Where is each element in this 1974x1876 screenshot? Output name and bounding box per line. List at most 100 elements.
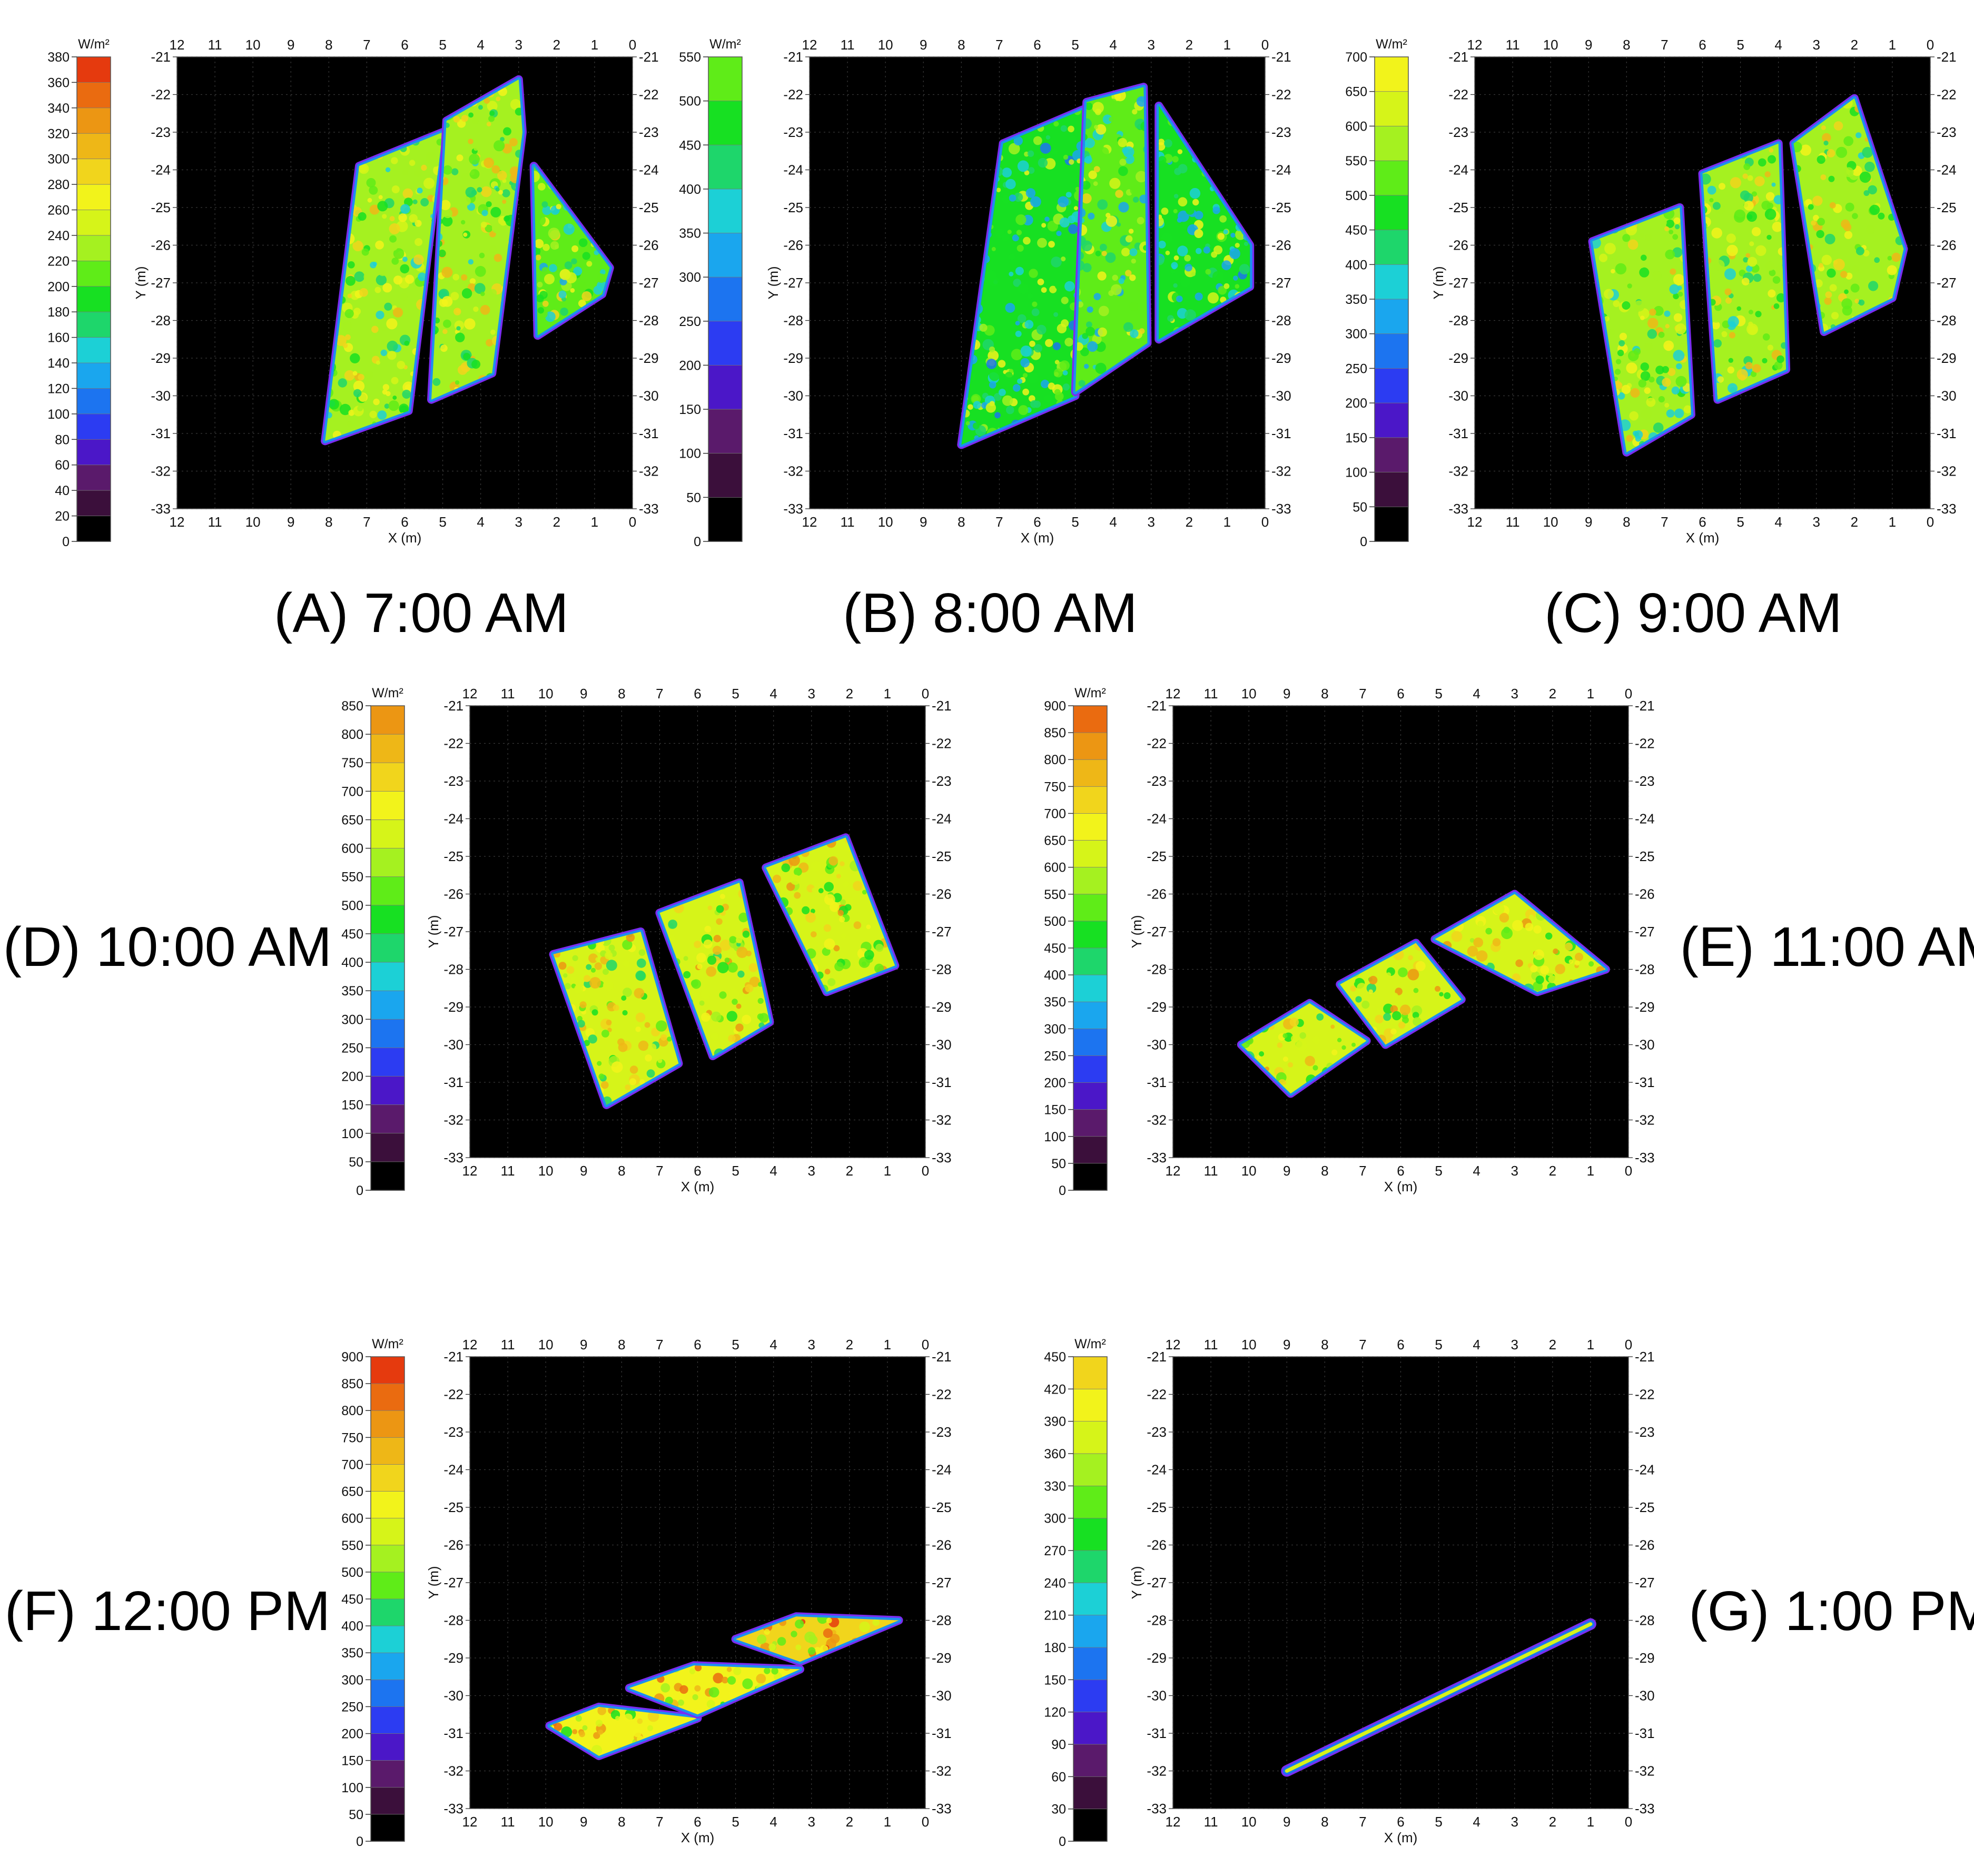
texture-spot — [1028, 167, 1035, 174]
texture-spot — [1069, 159, 1074, 165]
y-tick-label-left: -27 — [443, 924, 463, 940]
texture-spot — [1390, 1028, 1397, 1035]
texture-spot — [1085, 102, 1093, 110]
texture-spot — [560, 308, 568, 316]
x-tick-label-bottom: 8 — [1321, 1163, 1328, 1179]
texture-spot — [1106, 213, 1111, 218]
y-tick-label-left: -24 — [1147, 811, 1167, 827]
texture-spot — [1184, 254, 1191, 262]
texture-spot — [1177, 245, 1188, 256]
panel-C: W/m²700650600550500450400350300250200150… — [1345, 37, 1956, 644]
colorbar-tick-label: 650 — [1044, 834, 1066, 848]
y-tick-label-right: -21 — [1937, 49, 1957, 65]
colorbar-segment — [708, 56, 743, 102]
x-tick-label-top: 9 — [1283, 1337, 1290, 1352]
y-tick-label-left: -21 — [783, 49, 803, 65]
texture-spot — [423, 177, 435, 189]
texture-spot — [622, 1010, 628, 1016]
colorbar-tick-label: 550 — [1345, 154, 1367, 169]
texture-spot — [637, 1718, 643, 1724]
texture-spot — [1435, 986, 1440, 992]
texture-spot — [1862, 146, 1873, 158]
texture-spot — [1676, 363, 1682, 370]
y-tick-label-right: -22 — [1271, 87, 1291, 103]
texture-spot — [823, 1628, 833, 1638]
texture-spot — [1499, 913, 1509, 923]
texture-spot — [1728, 316, 1739, 328]
x-tick-label-bottom: 4 — [1473, 1814, 1480, 1830]
texture-spot — [1408, 955, 1414, 961]
texture-spot — [712, 945, 722, 955]
x-tick-label-bottom: 4 — [769, 1163, 777, 1179]
texture-spot — [500, 137, 505, 142]
texture-spot — [1766, 202, 1773, 209]
texture-spot — [549, 264, 557, 272]
x-tick-label-bottom: 3 — [1148, 514, 1155, 530]
colorbar-segment — [708, 453, 743, 498]
texture-spot — [1115, 190, 1123, 198]
colorbar-tick-label: 350 — [341, 1646, 363, 1661]
y-tick-label-right: -25 — [1271, 200, 1291, 215]
texture-spot — [1743, 193, 1753, 203]
y-tick-label-right: -21 — [639, 49, 659, 65]
texture-spot — [594, 962, 603, 970]
texture-spot — [1744, 201, 1754, 211]
texture-spot — [1653, 305, 1664, 316]
texture-spot — [1746, 211, 1758, 222]
texture-spot — [1666, 409, 1675, 418]
texture-spot — [443, 209, 453, 219]
texture-spot — [1033, 136, 1042, 145]
texture-spot — [1259, 1051, 1265, 1057]
colorbar-tick-label: 300 — [1044, 1022, 1066, 1036]
x-tick-label-bottom: 7 — [1359, 1163, 1366, 1179]
texture-spot — [1493, 903, 1505, 915]
texture-spot — [1030, 196, 1041, 208]
colorbar-tick-label: 500 — [1044, 914, 1066, 929]
x-tick-label-bottom: 11 — [841, 514, 855, 530]
x-tick-label-top: 2 — [1549, 686, 1556, 702]
y-tick-label-right: -21 — [932, 1349, 952, 1365]
colorbar-tick-label: 300 — [679, 270, 701, 285]
x-tick-label-bottom: 0 — [1625, 1163, 1632, 1179]
texture-spot — [469, 169, 480, 179]
texture-spot — [361, 248, 369, 256]
texture-spot — [382, 384, 390, 391]
texture-spot — [1159, 156, 1167, 164]
colorbar-tick-label: 160 — [47, 331, 70, 345]
texture-spot — [1758, 158, 1766, 167]
x-tick-label-bottom: 2 — [1549, 1814, 1556, 1830]
y-tick-label-right: -27 — [639, 275, 659, 291]
texture-spot — [1665, 324, 1670, 329]
texture-spot — [1180, 277, 1191, 287]
x-tick-label-bottom: 11 — [501, 1163, 515, 1179]
texture-spot — [1212, 271, 1224, 283]
y-tick-label-right: -23 — [1635, 773, 1655, 789]
texture-spot — [391, 185, 400, 194]
colorbar-unit: W/m² — [1074, 686, 1106, 700]
colorbar-segment — [1073, 786, 1108, 814]
y-tick-label-right: -29 — [1635, 999, 1655, 1015]
texture-spot — [369, 204, 380, 215]
texture-spot — [1097, 271, 1107, 281]
texture-spot — [1400, 1004, 1411, 1015]
texture-spot — [1673, 217, 1681, 224]
y-axis-label: Y (m) — [765, 266, 781, 299]
y-tick-label-right: -33 — [1635, 1150, 1655, 1166]
texture-spot — [1137, 216, 1144, 225]
panel-B: W/m²550500450400350300250200150100500121… — [679, 37, 1291, 644]
texture-spot — [859, 1621, 871, 1633]
colorbar-segment — [76, 56, 111, 83]
x-tick-label-top: 4 — [1774, 37, 1782, 53]
heat-regions — [1237, 890, 1610, 1098]
texture-spot — [481, 186, 492, 198]
texture-spot — [453, 308, 461, 315]
texture-spot — [1753, 273, 1762, 282]
x-tick-label-bottom: 7 — [656, 1163, 663, 1179]
texture-spot — [742, 931, 750, 938]
colorbar-tick-label: 330 — [1044, 1479, 1066, 1494]
colorbar-tick-label: 50 — [349, 1155, 363, 1170]
texture-spot — [486, 122, 491, 126]
texture-spot — [378, 267, 387, 277]
texture-spot — [357, 406, 363, 411]
x-tick-label-top: 9 — [1585, 37, 1592, 53]
